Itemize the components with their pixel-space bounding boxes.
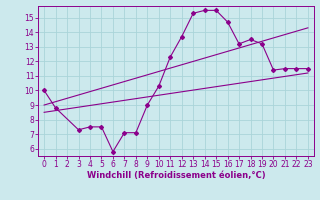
X-axis label: Windchill (Refroidissement éolien,°C): Windchill (Refroidissement éolien,°C) bbox=[87, 171, 265, 180]
